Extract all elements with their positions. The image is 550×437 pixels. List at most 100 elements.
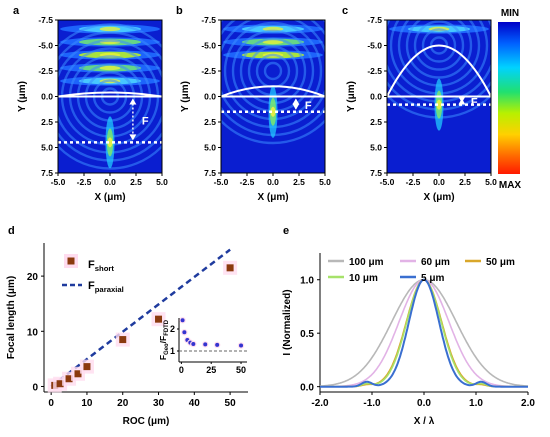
x-tick-label: -2.5	[406, 177, 421, 187]
y-tick-label: -7.5	[201, 15, 216, 25]
inset-y-axis-label: FGeo/FFDTD	[158, 319, 170, 360]
fringe-core	[99, 65, 121, 71]
panel-letter: e	[283, 225, 289, 237]
colorbar-gradient	[498, 22, 520, 174]
inset-data-point	[180, 318, 185, 323]
fringe-core	[99, 26, 121, 32]
inset-data-point	[182, 330, 187, 335]
panel-letter: c	[342, 5, 348, 17]
label-text: F	[88, 259, 95, 271]
series-line	[320, 278, 528, 388]
legend-label: 60 μm	[421, 257, 450, 268]
diffraction-ring	[405, 20, 473, 79]
y-tick-label: 7.5	[41, 168, 53, 178]
focal-spot	[107, 137, 113, 148]
y-tick-label: 0.0	[41, 92, 53, 102]
inset-data-point	[203, 342, 208, 347]
data-point	[56, 380, 64, 388]
inset-y-tick-label: 2	[170, 324, 175, 334]
x-tick-label: 30	[153, 398, 165, 409]
focal-spot	[270, 106, 276, 117]
x-axis-label: X (μm)	[423, 192, 454, 203]
focal-marker-label: F	[471, 97, 478, 109]
y-tick-label: 1.0	[300, 276, 314, 287]
x-tick-label: 0.0	[433, 177, 445, 187]
subscript-text: short	[95, 264, 115, 273]
y-axis-label: Y (μm)	[180, 81, 191, 112]
x-tick-label: 2.0	[521, 398, 535, 409]
diffraction-ring	[413, 20, 465, 71]
x-tick-label: -5.0	[51, 177, 66, 187]
arrow-head	[129, 134, 137, 141]
y-tick-label: 7.5	[370, 168, 382, 178]
y-axis-label: Focal length (μm)	[6, 276, 17, 359]
colorbar: MIN MAX	[498, 8, 521, 191]
x-axis-label: X / λ	[414, 416, 435, 427]
y-tick-label: 10	[27, 327, 39, 338]
data-point	[74, 370, 82, 378]
x-tick-label: -2.5	[77, 177, 92, 187]
y-tick-label: 0	[32, 382, 38, 393]
y-tick-label: 20	[27, 272, 39, 283]
y-tick-label: 5.0	[41, 143, 53, 153]
inset-data-point	[191, 341, 196, 346]
x-tick-label: 0	[48, 398, 54, 409]
data-point	[119, 336, 127, 344]
arrow-head	[129, 98, 137, 105]
x-tick-label: 5.0	[485, 177, 497, 187]
y-tick-label: 5.0	[370, 143, 382, 153]
focal-spot	[436, 99, 442, 110]
x-tick-label: -5.0	[214, 177, 229, 187]
subscript-text: paraxial	[95, 285, 124, 294]
field-panel-b: F-7.5-5.0-2.50.02.55.07.5-5.0 -2.5 0.0 2.5 5…	[176, 5, 331, 203]
label-text: F	[88, 280, 95, 292]
x-tick-label: 1.0	[469, 398, 483, 409]
arrow-head	[292, 98, 300, 105]
y-tick-label: 5.0	[204, 143, 216, 153]
y-tick-label: 0.0	[300, 383, 314, 394]
inset-data-point	[215, 342, 220, 347]
legend-label-short: Fshort	[88, 259, 114, 273]
y-tick-label: 0.0	[204, 92, 216, 102]
legend-label: 5 μm	[421, 273, 444, 284]
arrow-head	[458, 96, 466, 103]
fringe-core	[262, 26, 284, 32]
diffraction-ring	[221, 20, 325, 145]
y-axis-label: Y (μm)	[346, 81, 357, 112]
legend-marker-short	[67, 257, 75, 265]
series-line	[320, 278, 528, 388]
focal-marker-label: F	[305, 100, 312, 112]
y-tick-label: 7.5	[204, 168, 216, 178]
focal-marker-label: F	[142, 115, 149, 127]
y-tick-label: -5.0	[38, 41, 53, 51]
x-tick-label: 20	[117, 398, 129, 409]
legend-label: 10 μm	[349, 273, 378, 284]
lens-outline	[221, 85, 325, 98]
inset-x-tick-label: 25	[206, 365, 216, 375]
diffraction-ring	[58, 23, 162, 170]
diffraction-ring	[263, 61, 283, 81]
x-tick-label: 2.5	[459, 177, 471, 187]
legend-label: 100 μm	[349, 257, 384, 268]
x-axis-label: ROC (μm)	[123, 416, 170, 427]
series-line	[319, 278, 529, 387]
diffraction-ring	[421, 28, 457, 63]
x-tick-label: 2.5	[130, 177, 142, 187]
panel-letter: d	[8, 225, 15, 237]
y-tick-label: -5.0	[201, 41, 216, 51]
y-tick-label: -2.5	[367, 66, 382, 76]
x-axis-label: X (μm)	[94, 192, 125, 203]
colorbar-max-label: MAX	[499, 180, 522, 191]
x-tick-label: -5.0	[380, 177, 395, 187]
inset-ratio-chart: 1 2 0 25 50 FGeo/FFDTD	[158, 317, 247, 375]
series-line	[320, 278, 528, 388]
y-tick-label: -2.5	[201, 66, 216, 76]
colorbar-min-label: MIN	[501, 8, 519, 19]
inset-x-tick-label: 0	[179, 365, 184, 375]
arrow-head	[292, 103, 300, 110]
y-tick-label: 0.5	[300, 329, 314, 340]
x-tick-label: 0.0	[267, 177, 279, 187]
lens-outline	[387, 44, 491, 98]
x-tick-label: 50	[225, 398, 237, 409]
y-tick-label: -7.5	[367, 15, 382, 25]
